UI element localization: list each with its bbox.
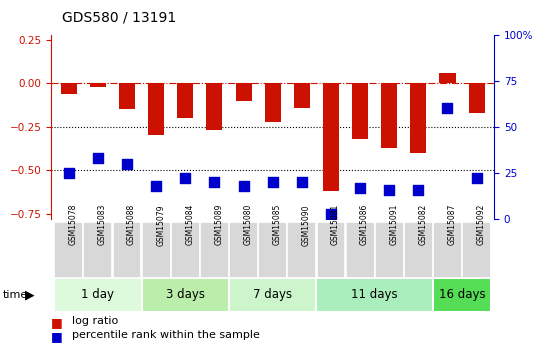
Bar <box>469 83 484 113</box>
Bar <box>229 278 316 312</box>
Text: GSM15090: GSM15090 <box>302 204 311 246</box>
Text: GSM15082: GSM15082 <box>418 204 427 245</box>
Bar <box>229 222 258 278</box>
Bar <box>206 83 222 130</box>
Bar <box>265 83 281 121</box>
Bar <box>375 222 403 278</box>
Text: time: time <box>3 290 28 300</box>
Point <box>298 179 306 185</box>
Bar <box>258 222 287 278</box>
Text: GSM15084: GSM15084 <box>185 204 194 246</box>
Bar <box>177 83 193 118</box>
Text: ■: ■ <box>51 330 63 343</box>
Text: GSM15085: GSM15085 <box>273 204 282 246</box>
Point <box>210 179 219 185</box>
Point <box>268 179 277 185</box>
Bar <box>440 73 456 83</box>
Bar <box>61 83 77 94</box>
Text: GSM15092: GSM15092 <box>477 204 485 246</box>
Bar <box>84 222 112 278</box>
Text: 1 day: 1 day <box>82 288 114 302</box>
Bar <box>200 222 229 278</box>
Point <box>93 155 102 161</box>
Point <box>472 176 481 181</box>
Text: 16 days: 16 days <box>438 288 485 302</box>
Text: 7 days: 7 days <box>253 288 292 302</box>
Point <box>239 183 248 189</box>
Bar <box>171 222 200 278</box>
Text: GSM15091: GSM15091 <box>389 204 398 246</box>
Point <box>123 161 131 167</box>
Bar <box>148 83 164 136</box>
Bar <box>113 222 141 278</box>
Bar <box>323 83 339 191</box>
Text: GSM15080: GSM15080 <box>244 204 253 246</box>
Bar <box>316 278 433 312</box>
Point <box>443 106 452 111</box>
Bar <box>55 222 83 278</box>
Point <box>327 211 335 216</box>
Bar <box>119 83 135 109</box>
Text: ■: ■ <box>51 316 63 329</box>
Bar <box>352 83 368 139</box>
Point <box>414 187 423 192</box>
Text: GSM15083: GSM15083 <box>98 204 107 246</box>
Bar <box>433 222 462 278</box>
Text: GSM15088: GSM15088 <box>127 204 136 245</box>
Bar <box>142 222 171 278</box>
Bar <box>287 222 316 278</box>
Point <box>356 185 364 190</box>
Text: GDS580 / 13191: GDS580 / 13191 <box>62 10 177 24</box>
Bar <box>433 278 491 312</box>
Text: 3 days: 3 days <box>166 288 205 302</box>
Text: GSM15087: GSM15087 <box>448 204 456 246</box>
Bar <box>346 222 375 278</box>
Bar <box>404 222 433 278</box>
Bar <box>410 83 427 153</box>
Text: GSM15081: GSM15081 <box>331 204 340 245</box>
Bar <box>316 222 346 278</box>
Bar <box>141 278 229 312</box>
Text: ▶: ▶ <box>25 288 35 302</box>
Text: GSM15079: GSM15079 <box>156 204 165 246</box>
Bar <box>294 83 310 108</box>
Bar <box>90 83 106 87</box>
Bar <box>235 83 252 101</box>
Point <box>64 170 73 176</box>
Point <box>152 183 160 189</box>
Point <box>181 176 190 181</box>
Point <box>385 187 394 192</box>
Text: 11 days: 11 days <box>352 288 398 302</box>
Bar <box>462 222 491 278</box>
Text: GSM15089: GSM15089 <box>214 204 224 246</box>
Text: GSM15078: GSM15078 <box>69 204 78 246</box>
Text: log ratio: log ratio <box>72 316 118 326</box>
Text: percentile rank within the sample: percentile rank within the sample <box>72 330 260 340</box>
Text: GSM15086: GSM15086 <box>360 204 369 246</box>
Bar <box>381 83 397 148</box>
Bar <box>54 278 141 312</box>
